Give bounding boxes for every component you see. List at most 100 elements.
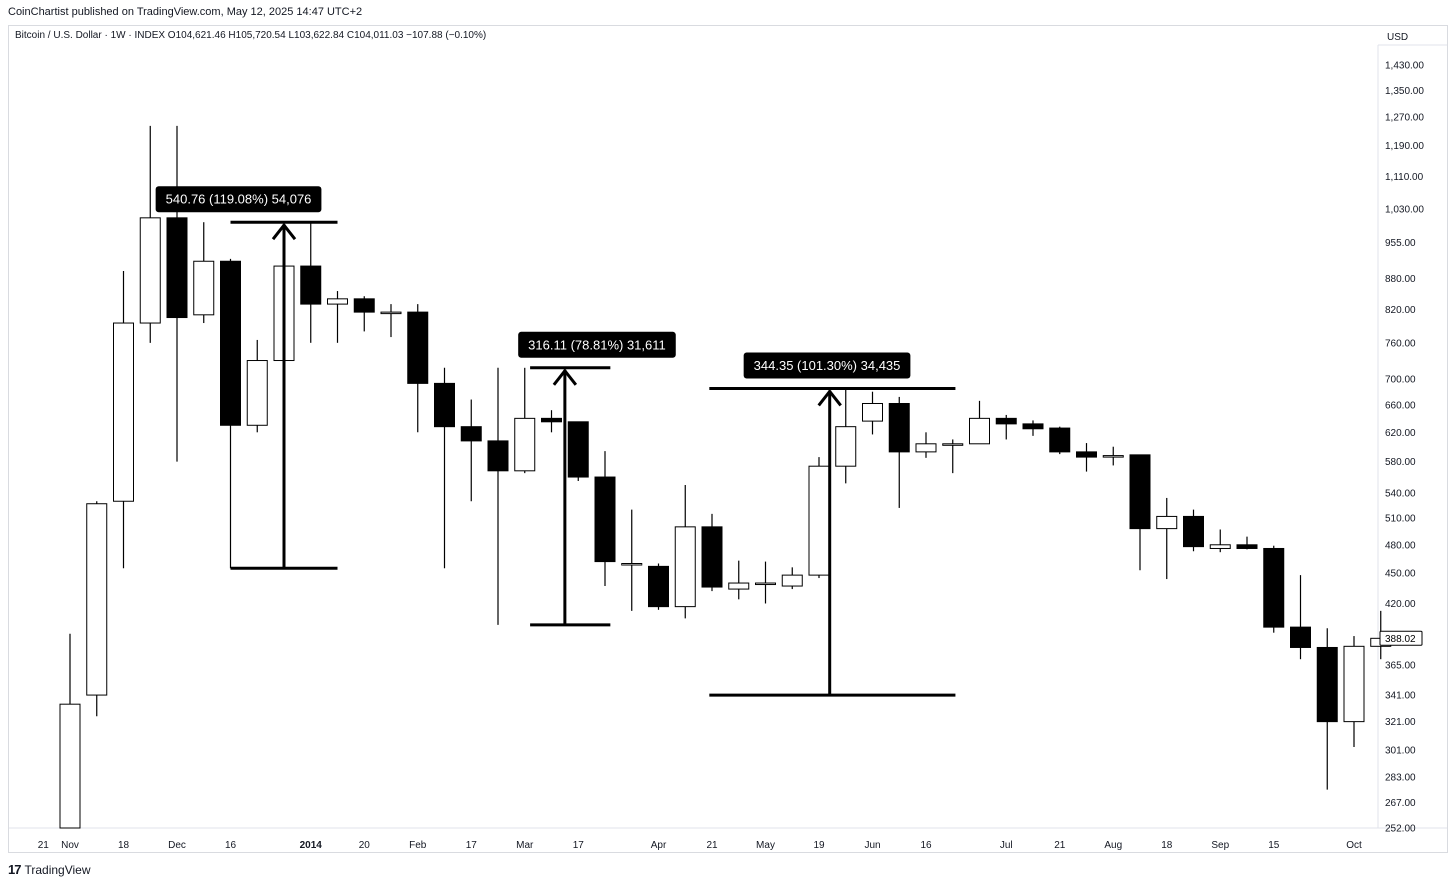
price-tick-label: 880.00: [1385, 274, 1416, 285]
candle-body: [193, 260, 215, 316]
measure-label: 316.11 (78.81%) 31,611: [528, 337, 666, 352]
chart-frame: [8, 25, 1448, 853]
candle: [166, 125, 188, 462]
candle: [1129, 454, 1151, 571]
brand-name: TradingView: [24, 862, 91, 877]
measure-label: 344.35 (101.30%) 34,435: [754, 358, 901, 373]
candle: [1076, 443, 1097, 472]
candle: [942, 439, 964, 474]
candle: [460, 399, 482, 502]
price-tick-label: 540.00: [1385, 489, 1416, 500]
last-price-box: [1379, 630, 1423, 646]
candle: [220, 258, 241, 569]
candle: [246, 339, 268, 433]
publish-line: CoinChartist published on TradingView.co…: [8, 6, 363, 18]
measure-label-box: [518, 331, 676, 358]
price-tick-label: 1,430.00: [1385, 61, 1424, 72]
candle: [59, 633, 81, 829]
price-tick-label: 283.00: [1385, 773, 1416, 784]
time-tick-label: Jul: [1000, 840, 1013, 851]
measure-label-box: [155, 186, 322, 213]
candle-body: [407, 311, 429, 384]
candle-body: [1049, 427, 1071, 453]
candle-body: [942, 443, 964, 446]
time-tick-label: 2014: [300, 840, 323, 851]
time-tick-label: 20: [359, 840, 371, 851]
candle: [300, 222, 322, 343]
measure-arrow-icon: [552, 368, 578, 386]
candle: [487, 367, 509, 625]
price-tick-label: 321.00: [1385, 717, 1416, 728]
candle-body: [781, 574, 803, 587]
candle-body: [888, 402, 910, 453]
candle-body: [541, 417, 562, 423]
price-range-measure: 316.11 (78.81%) 31,611: [518, 331, 676, 627]
candle: [1343, 636, 1365, 747]
time-tick-label: 18: [118, 840, 130, 851]
candle-body: [915, 443, 937, 453]
price-axis[interactable]: USD 1,430.00 1,350.00 1,270.00 1,190.00 1,110…: [1379, 32, 1424, 835]
price-tick-label: 365.00: [1385, 661, 1416, 672]
candle: [567, 421, 589, 481]
candle-body: [674, 526, 696, 608]
candle: [380, 304, 402, 338]
candle-body: [1343, 645, 1365, 723]
price-tick-label: 620.00: [1385, 428, 1416, 439]
price-tick-label: 510.00: [1385, 514, 1416, 525]
candle-body: [648, 565, 669, 608]
candle: [808, 457, 830, 579]
candle: [728, 560, 750, 600]
candle: [1316, 628, 1338, 790]
currency-label: USD: [1387, 32, 1408, 43]
time-axis[interactable]: 21 Nov 18 Dec 16 2014 20 Feb 17 Mar 17 Apr 21 May 19 Ju…: [38, 840, 1362, 851]
time-tick-label: May: [756, 840, 775, 851]
candle: [755, 561, 776, 604]
candle-body: [434, 382, 455, 428]
candle: [434, 367, 455, 569]
time-tick-label: 21: [1054, 840, 1066, 851]
price-tick-label: 955.00: [1385, 238, 1416, 249]
price-tick-label: 450.00: [1385, 569, 1416, 580]
candle-body: [1236, 544, 1258, 549]
candle: [701, 513, 723, 592]
candle: [1022, 420, 1044, 436]
candle: [1183, 509, 1204, 552]
candle-body: [1076, 451, 1097, 458]
candle: [407, 304, 429, 433]
last-price-label: 388.02: [1385, 634, 1416, 645]
measure-arrow-icon: [817, 389, 842, 407]
price-tick-label: 1,110.00: [1385, 172, 1424, 183]
time-tick-label: Jun: [864, 840, 880, 851]
candle-layer: [59, 125, 1392, 829]
candle: [139, 125, 161, 343]
candle-body: [220, 260, 241, 426]
candle: [995, 414, 1017, 440]
time-tick-label: 15: [1268, 840, 1280, 851]
price-tick-label: 1,030.00: [1385, 205, 1424, 216]
candle-body: [1156, 515, 1178, 530]
candle-body: [460, 426, 482, 442]
candle: [969, 400, 990, 445]
candle: [674, 484, 696, 619]
candle-body: [1316, 646, 1338, 723]
time-tick-label: 21: [38, 840, 50, 851]
candle: [1156, 497, 1178, 580]
candle: [888, 396, 910, 508]
time-tick-label: Dec: [168, 840, 186, 851]
time-tick-label: Mar: [516, 840, 534, 851]
candle: [193, 222, 215, 324]
time-tick-label: Oct: [1346, 840, 1362, 851]
measure-label-box: [743, 352, 911, 379]
candle: [1209, 529, 1231, 553]
price-tick-label: 341.00: [1385, 691, 1416, 702]
candle: [1290, 575, 1311, 660]
time-tick-label: 19: [813, 840, 825, 851]
candle: [514, 367, 536, 474]
price-tick-label: 580.00: [1385, 457, 1416, 468]
measure-label: 540.76 (119.08%) 54,076: [166, 192, 312, 207]
candle-body: [139, 217, 161, 324]
candle-body: [514, 417, 536, 472]
time-tick-label: Sep: [1211, 840, 1229, 851]
candle-body: [300, 265, 322, 305]
